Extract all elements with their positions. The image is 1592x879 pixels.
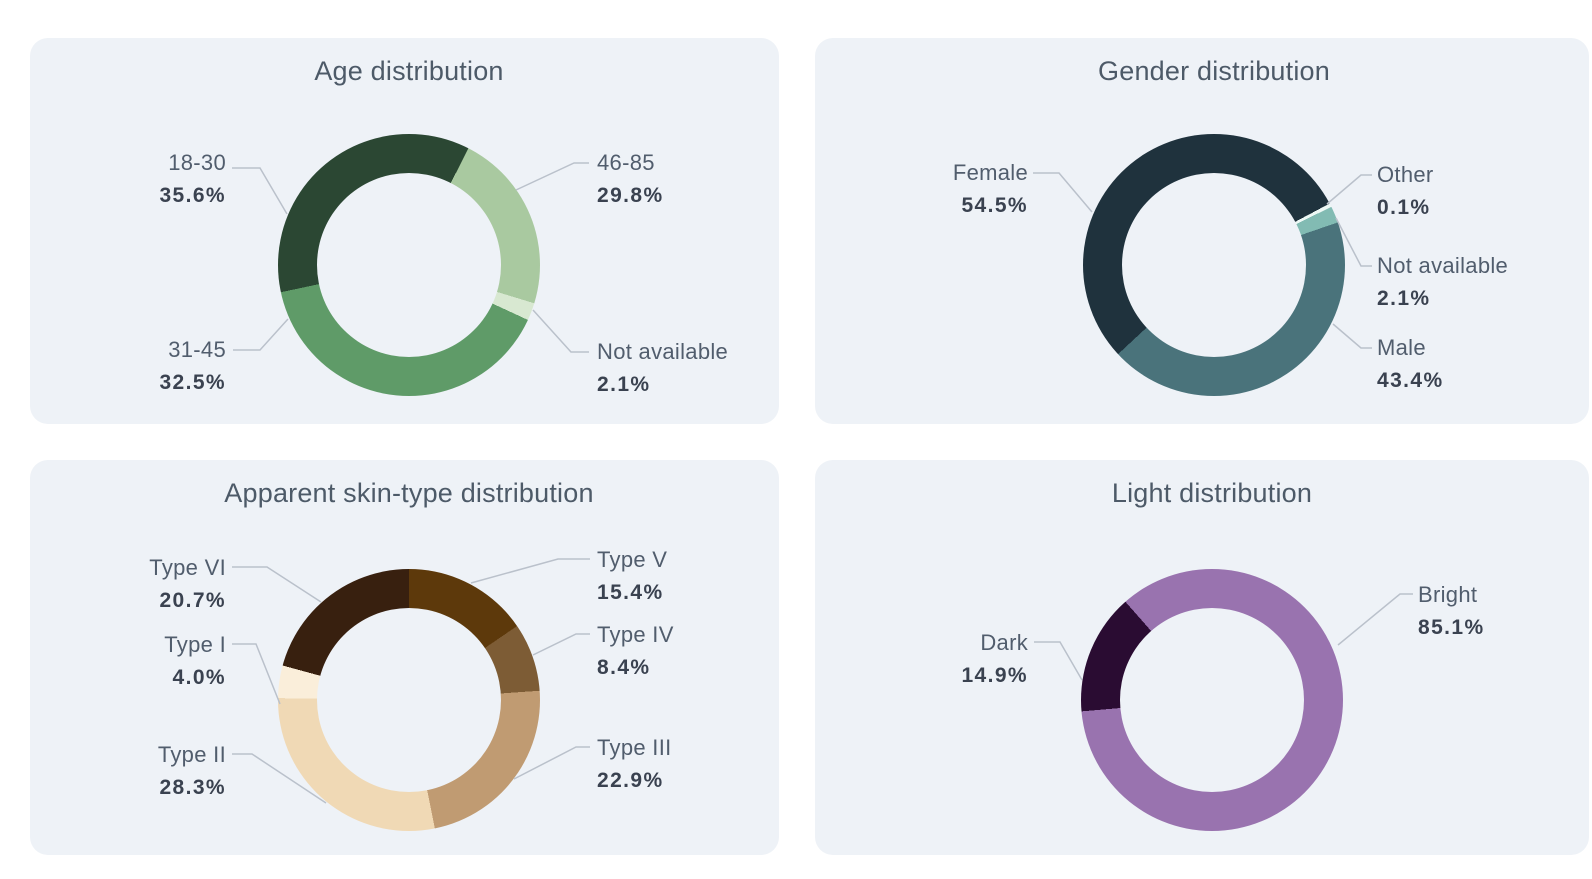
slice-percent: 22.9% <box>597 769 664 792</box>
slice-callout: Not available 2.1% <box>1377 254 1508 310</box>
leader-line <box>232 566 322 603</box>
slice-callout: 46-85 29.8% <box>597 151 664 207</box>
slice-label: Type VI <box>149 555 226 580</box>
slice-percent: 54.5% <box>961 194 1028 217</box>
slice-callout: Dark 14.9% <box>961 631 1028 687</box>
slice-percent: 2.1% <box>1377 287 1431 310</box>
slice-callout: Type II 28.3% <box>158 743 226 799</box>
slice-label: Male <box>1377 335 1426 360</box>
slice-label: Type III <box>597 735 672 760</box>
slice-callout: Not available 2.1% <box>597 340 728 396</box>
slice-percent: 43.4% <box>1377 369 1444 392</box>
slice-percent: 2.1% <box>597 373 651 396</box>
leader-line <box>532 633 590 656</box>
donut-hole <box>1120 608 1304 792</box>
slice-percent: 0.1% <box>1377 196 1431 219</box>
slice-callout: Type III 22.9% <box>597 736 672 792</box>
slice-label: 46-85 <box>597 150 655 175</box>
donut-hole <box>317 173 501 357</box>
slice-callout: Other 0.1% <box>1377 163 1434 219</box>
slice-percent: 28.3% <box>159 776 226 799</box>
leader-line <box>515 162 589 191</box>
slice-callout: Type I 4.0% <box>164 633 226 689</box>
chart-title: Gender distribution <box>1098 56 1330 86</box>
leader-line <box>232 167 288 215</box>
slice-callout: Female 54.5% <box>953 161 1028 217</box>
slice-percent: 14.9% <box>961 664 1028 687</box>
slice-label: 18-30 <box>168 150 226 175</box>
slice-label: Dark <box>980 630 1028 655</box>
leader-line <box>532 309 589 353</box>
slice-percent: 85.1% <box>1418 616 1485 639</box>
slice-callout: Male 43.4% <box>1377 336 1444 392</box>
slice-callout: Bright 85.1% <box>1418 583 1485 639</box>
slice-label: Bright <box>1418 582 1478 607</box>
slice-callout: Type VI 20.7% <box>149 556 226 612</box>
leader-line <box>470 558 590 584</box>
leader-line <box>1033 172 1093 213</box>
donut-hole <box>317 608 501 792</box>
leader-line <box>233 318 289 351</box>
leader-line <box>1337 593 1413 646</box>
chart-card-light-distribution: Light distribution Bright 85.1% Dark 14.9% <box>815 460 1589 855</box>
chart-card-gender-distribution: Gender distribution Other 0.1% Not availab… <box>815 38 1589 424</box>
chart-card-skin-type-distribution: Apparent skin-type distribution Type V 15… <box>30 460 779 855</box>
slice-callout: Type IV 8.4% <box>597 623 674 679</box>
slice-percent: 8.4% <box>597 656 651 679</box>
slice-percent: 20.7% <box>159 589 226 612</box>
slice-label: Type I <box>164 632 226 657</box>
slice-label: Type V <box>597 547 668 572</box>
slice-label: Other <box>1377 162 1434 187</box>
chart-card-age-distribution: Age distribution 46-85 29.8% Not available… <box>30 38 779 424</box>
slice-label: Type IV <box>597 622 674 647</box>
slice-callout: 31-45 32.5% <box>159 338 226 394</box>
leader-line <box>1332 323 1372 349</box>
chart-title: Apparent skin-type distribution <box>224 478 594 508</box>
slice-label: 31-45 <box>168 337 226 362</box>
chart-title: Light distribution <box>1111 478 1313 508</box>
slice-label: Type II <box>157 742 226 767</box>
chart-title: Age distribution <box>314 56 504 86</box>
slice-label: Not available <box>597 339 729 364</box>
slice-percent: 29.8% <box>597 184 664 207</box>
slice-callout: Type V 15.4% <box>597 548 667 604</box>
slice-percent: 4.0% <box>172 666 226 689</box>
slice-label: Female <box>952 160 1028 185</box>
slice-label: Not available <box>1377 253 1509 278</box>
leader-line <box>1034 641 1083 681</box>
slice-percent: 15.4% <box>597 581 664 604</box>
donut-hole <box>1122 173 1306 357</box>
slice-percent: 32.5% <box>159 371 226 394</box>
leader-line <box>232 643 281 705</box>
slice-percent: 35.6% <box>159 184 226 207</box>
leader-line <box>1326 174 1372 205</box>
slice-callout: 18-30 35.6% <box>159 151 226 207</box>
